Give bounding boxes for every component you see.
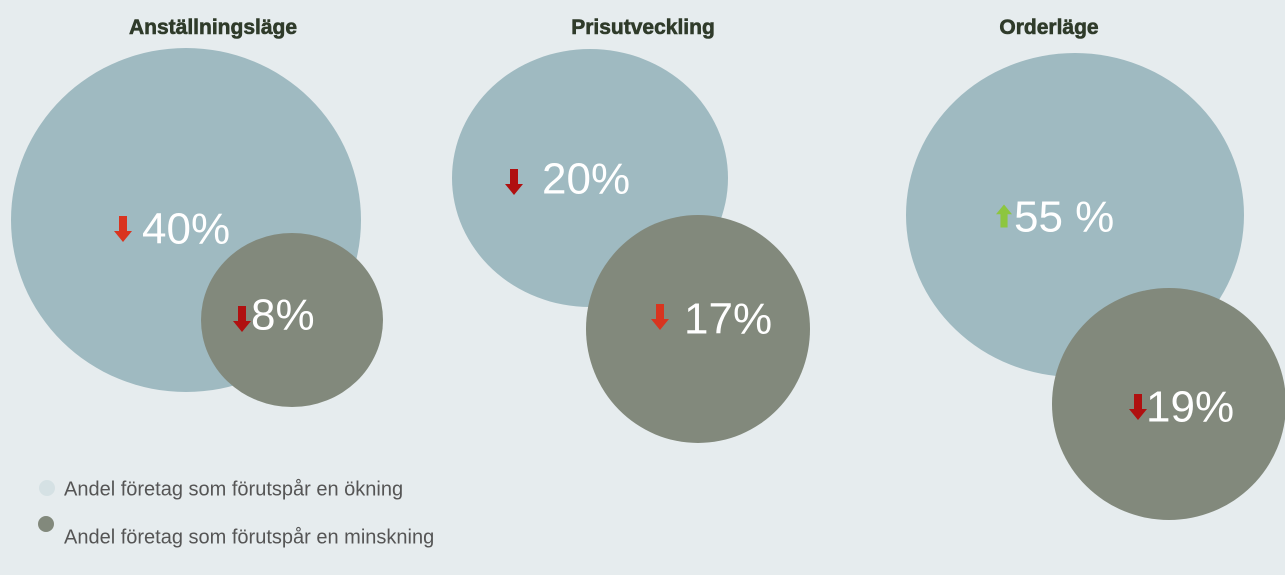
increase-label: 55 % bbox=[1014, 193, 1114, 242]
panel-title: Prisutveckling bbox=[571, 16, 715, 39]
decrease-circle bbox=[1052, 288, 1285, 520]
legend-label: Andel företag som förutspår en minskning bbox=[64, 526, 434, 548]
legend-label: Andel företag som förutspår en ökning bbox=[64, 478, 403, 500]
decrease-label: 17% bbox=[684, 295, 772, 344]
panel-title: Orderläge bbox=[999, 16, 1098, 39]
decrease-label: 8% bbox=[251, 291, 315, 340]
panel-title: Anställningsläge bbox=[129, 16, 297, 39]
legend-swatch bbox=[39, 480, 55, 496]
decrease-circle bbox=[586, 215, 810, 443]
increase-label: 40% bbox=[142, 205, 230, 254]
decrease-circle bbox=[201, 233, 383, 407]
decrease-label: 19% bbox=[1146, 383, 1234, 432]
increase-label: 20% bbox=[542, 155, 630, 204]
legend-swatch bbox=[38, 516, 54, 532]
